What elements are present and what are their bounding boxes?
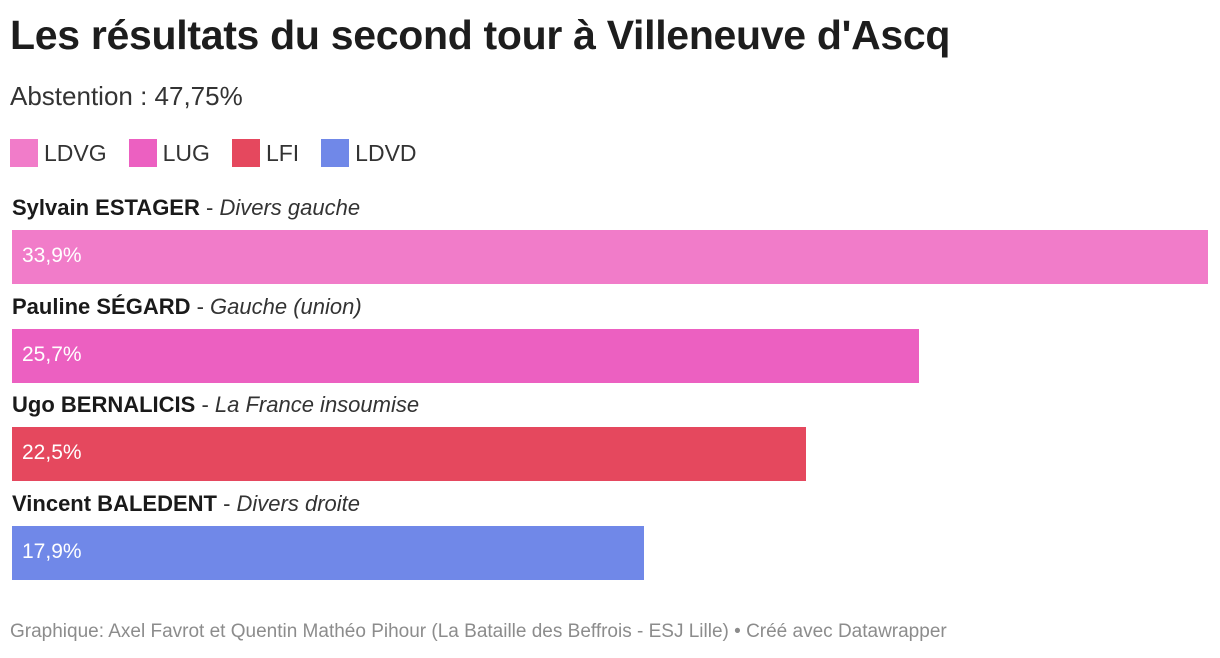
party-name: La France insoumise: [214, 392, 420, 417]
bar-value-label: 33,9%: [22, 244, 82, 267]
row-label: Sylvain ESTAGER - Divers gauche: [12, 195, 361, 220]
candidate-name: Sylvain ESTAGER: [12, 195, 200, 220]
bar: 33,9%: [12, 230, 1208, 284]
party-name: Divers gauche: [219, 195, 361, 220]
legend: LDVG LUG LFI LDVD: [10, 139, 439, 167]
legend-item: LUG: [128, 139, 210, 167]
legend-item: LFI: [231, 139, 300, 167]
legend-item: LDVG: [10, 139, 107, 167]
party-name: Divers droite: [236, 490, 360, 516]
row-label: Pauline SÉGARD - Gauche (union): [12, 293, 362, 319]
candidate-name: Vincent BALEDENT: [12, 490, 217, 516]
legend-swatch: [321, 139, 350, 167]
chart-row: Ugo BERNALICIS - La France insoumise 22,…: [12, 387, 1208, 486]
bar: 25,7%: [12, 328, 919, 383]
chart-subtitle: Abstention : 47,75%: [10, 81, 243, 111]
bar-value-label: 22,5%: [22, 441, 82, 464]
bar: 22,5%: [12, 427, 806, 481]
legend-label: LFI: [265, 139, 300, 166]
bar-chart: Sylvain ESTAGER - Divers gauche 33,9% Pa…: [12, 190, 1208, 584]
legend-swatch: [231, 139, 260, 167]
chart-title: Les résultats du second tour à Villeneuv…: [10, 12, 951, 58]
legend-label: LDVG: [44, 139, 107, 166]
source-credit: Graphique: Axel Favrot et Quentin Mathéo…: [10, 621, 947, 642]
legend-swatch: [128, 139, 157, 167]
legend-swatch: [10, 139, 38, 167]
bar-value-label: 25,7%: [22, 342, 82, 366]
candidate-name: Ugo BERNALICIS: [12, 392, 196, 417]
row-label: Ugo BERNALICIS - La France insoumise: [12, 392, 420, 417]
chart-row: Pauline SÉGARD - Gauche (union) 25,7%: [12, 289, 1208, 388]
candidate-name: Pauline SÉGARD: [12, 293, 191, 319]
bar: 17,9%: [12, 525, 644, 580]
row-label: Vincent BALEDENT - Divers droite: [12, 490, 360, 516]
legend-label: LUG: [162, 139, 210, 166]
bar-value-label: 17,9%: [22, 539, 82, 563]
party-name: Gauche (union): [210, 293, 362, 319]
chart-row: Sylvain ESTAGER - Divers gauche 33,9%: [12, 190, 1208, 289]
legend-item: LDVD: [321, 139, 417, 167]
chart-row: Vincent BALEDENT - Divers droite 17,9%: [12, 486, 1208, 585]
legend-label: LDVD: [355, 139, 417, 166]
